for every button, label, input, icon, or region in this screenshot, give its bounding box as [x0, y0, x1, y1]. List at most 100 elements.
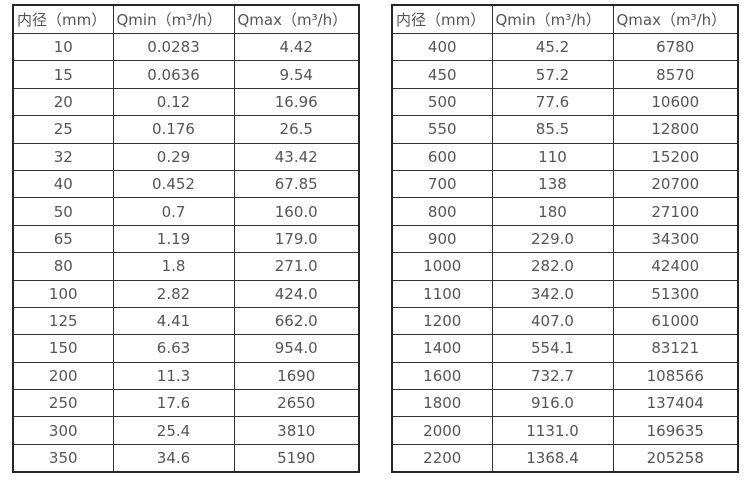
table-row: 125 4.41 662.0 — [12, 306, 360, 336]
diameter-cell: 900 — [391, 224, 493, 254]
qmin-cell: 1.8 — [112, 252, 235, 281]
diameter-cell: 250 — [12, 389, 114, 418]
qmin-cell: 57.2 — [491, 60, 614, 89]
qmin-cell: 11.3 — [112, 361, 235, 391]
table-row: 1600 732.7 108566 — [391, 361, 739, 391]
qmin-cell: 0.29 — [112, 142, 235, 171]
diameter-cell: 700 — [391, 169, 493, 199]
table-row: 150 6.63 954.0 — [12, 334, 360, 363]
table-row: 65 1.19 179.0 — [12, 224, 360, 254]
qmin-cell: 110 — [491, 142, 614, 171]
diameter-column-header: 内径（mm） — [12, 4, 114, 34]
qmin-column-header: Qmin（m³/h） — [112, 4, 235, 34]
qmin-cell: 1.19 — [112, 224, 235, 254]
table-row: 40 0.452 67.85 — [12, 169, 360, 199]
diameter-cell: 500 — [391, 87, 493, 117]
table-row: 550 85.5 12800 — [391, 115, 739, 144]
table-row: 500 77.6 10600 — [391, 87, 739, 117]
table-row: 2000 1131.0 169635 — [391, 416, 739, 445]
diameter-cell: 65 — [12, 224, 114, 254]
diameter-cell: 1400 — [391, 334, 493, 363]
table-row: 1100 342.0 51300 — [391, 279, 739, 308]
diameter-cell: 150 — [12, 334, 114, 363]
qmax-cell: 10600 — [612, 87, 739, 117]
qmin-cell: 0.0636 — [112, 60, 235, 89]
qmin-cell: 45.2 — [491, 32, 614, 62]
qmin-cell: 916.0 — [491, 389, 614, 418]
table-row: 200 11.3 1690 — [12, 361, 360, 391]
qmin-cell: 2.82 — [112, 279, 235, 308]
qmin-cell: 282.0 — [491, 252, 614, 281]
table-row: 50 0.7 160.0 — [12, 197, 360, 226]
diameter-cell: 1100 — [391, 279, 493, 308]
qmin-cell: 342.0 — [491, 279, 614, 308]
table-row: 80 1.8 271.0 — [12, 252, 360, 281]
diameter-cell: 125 — [12, 306, 114, 336]
qmax-cell: 179.0 — [233, 224, 360, 254]
table-row: 10 0.0283 4.42 — [12, 32, 360, 62]
diameter-cell: 600 — [391, 142, 493, 171]
qmax-cell: 954.0 — [233, 334, 360, 363]
qmax-cell: 2650 — [233, 389, 360, 418]
table-row: 450 57.2 8570 — [391, 60, 739, 89]
qmax-cell: 3810 — [233, 416, 360, 445]
qmax-cell: 15200 — [612, 142, 739, 171]
qmax-cell: 108566 — [612, 361, 739, 391]
diameter-cell: 2000 — [391, 416, 493, 445]
qmax-cell: 20700 — [612, 169, 739, 199]
diameter-cell: 400 — [391, 32, 493, 62]
qmax-cell: 271.0 — [233, 252, 360, 281]
diameter-cell: 80 — [12, 252, 114, 281]
qmin-cell: 85.5 — [491, 115, 614, 144]
diameter-cell: 32 — [12, 142, 114, 171]
table-row: 1000 282.0 42400 — [391, 252, 739, 281]
qmax-cell: 26.5 — [233, 115, 360, 144]
table-row: 15 0.0636 9.54 — [12, 60, 360, 89]
qmin-column-header: Qmin（m³/h） — [491, 4, 614, 34]
qmin-cell: 554.1 — [491, 334, 614, 363]
table-row: 250 17.6 2650 — [12, 389, 360, 418]
diameter-cell: 1000 — [391, 252, 493, 281]
qmax-cell: 662.0 — [233, 306, 360, 336]
table-body: 10 0.0283 4.42 15 0.0636 9.54 20 0.12 16.96 25 0.1… — [12, 32, 360, 473]
qmax-column-header: Qmax（m³/h） — [612, 4, 739, 34]
qmin-cell: 77.6 — [491, 87, 614, 117]
qmin-cell: 4.41 — [112, 306, 235, 336]
table-row: 25 0.176 26.5 — [12, 115, 360, 144]
qmax-cell: 4.42 — [233, 32, 360, 62]
qmax-cell: 61000 — [612, 306, 739, 336]
qmin-cell: 34.6 — [112, 443, 235, 473]
diameter-cell: 2200 — [391, 443, 493, 473]
qmin-cell: 0.452 — [112, 169, 235, 199]
qmax-cell: 83121 — [612, 334, 739, 363]
diameter-cell: 350 — [12, 443, 114, 473]
qmax-cell: 51300 — [612, 279, 739, 308]
table-row: 350 34.6 5190 — [12, 443, 360, 473]
diameter-cell: 100 — [12, 279, 114, 308]
qmin-cell: 25.4 — [112, 416, 235, 445]
diameter-cell: 50 — [12, 197, 114, 226]
diameter-cell: 1600 — [391, 361, 493, 391]
qmax-cell: 9.54 — [233, 60, 360, 89]
table-row: 1400 554.1 83121 — [391, 334, 739, 363]
diameter-cell: 40 — [12, 169, 114, 199]
table-row: 1800 916.0 137404 — [391, 389, 739, 418]
diameter-cell: 1800 — [391, 389, 493, 418]
diameter-cell: 300 — [12, 416, 114, 445]
diameter-column-header: 内径（mm） — [391, 4, 493, 34]
qmin-cell: 138 — [491, 169, 614, 199]
table-row: 300 25.4 3810 — [12, 416, 360, 445]
qmin-cell: 180 — [491, 197, 614, 226]
diameter-cell: 550 — [391, 115, 493, 144]
header-row: 内径（mm） Qmin（m³/h） Qmax（m³/h） — [391, 4, 739, 34]
qmax-cell: 205258 — [612, 443, 739, 473]
qmax-cell: 67.85 — [233, 169, 360, 199]
table-row: 32 0.29 43.42 — [12, 142, 360, 171]
table-row: 400 45.2 6780 — [391, 32, 739, 62]
qmax-cell: 160.0 — [233, 197, 360, 226]
qmin-cell: 407.0 — [491, 306, 614, 336]
qmin-cell: 229.0 — [491, 224, 614, 254]
qmax-cell: 27100 — [612, 197, 739, 226]
diameter-cell: 25 — [12, 115, 114, 144]
